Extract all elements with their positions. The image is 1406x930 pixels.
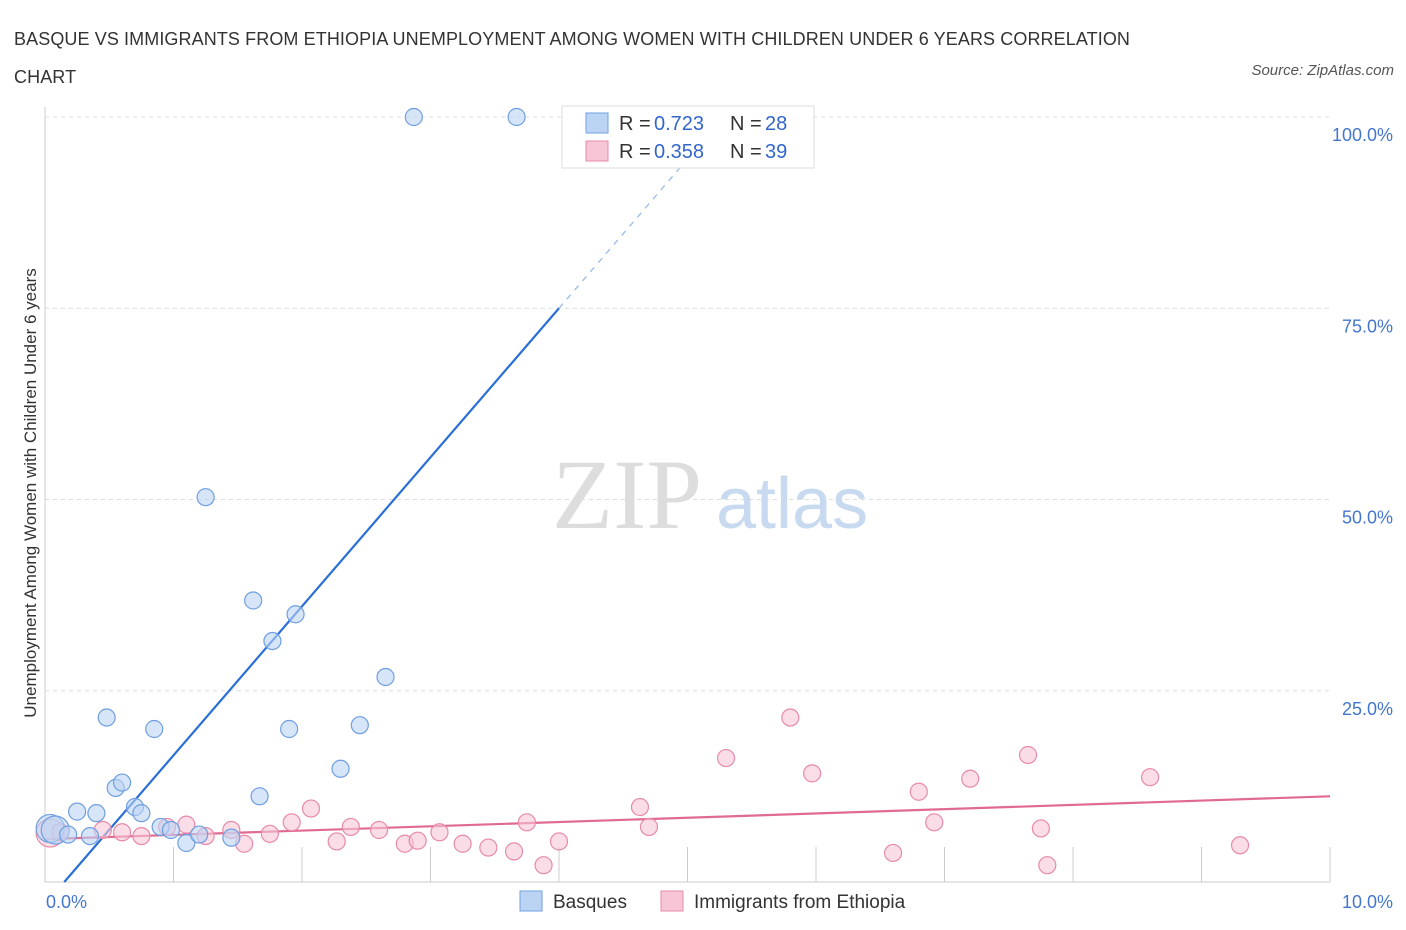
data-points <box>35 107 1250 875</box>
axes <box>44 107 1331 883</box>
ethiopia-point <box>639 817 659 837</box>
series-swatch-ethiopia <box>660 890 684 912</box>
basques-point <box>376 667 395 687</box>
y-tick-label: 100.0% <box>1332 125 1393 145</box>
legend-n-label-basques: N = <box>730 113 762 135</box>
basques-point <box>112 773 132 792</box>
legend-n-value-basques: 28 <box>765 113 787 135</box>
ethiopia-point <box>1230 836 1250 855</box>
ethiopia-point <box>925 813 944 832</box>
chart-title: BASQUE VS IMMIGRANTS FROM ETHIOPIA UNEMP… <box>14 29 1131 87</box>
ethiopia-point <box>408 831 427 850</box>
ethiopia-point <box>1031 819 1050 838</box>
legend-r-label-ethiopia: R = <box>619 141 651 163</box>
ethiopia-point <box>781 708 800 727</box>
ethiopia-point <box>803 764 822 783</box>
ethiopia-point <box>430 823 449 842</box>
ethiopia-point <box>1018 745 1038 765</box>
legend-r-value-ethiopia: 0.358 <box>654 141 704 163</box>
series-label-ethiopia: Immigrants from Ethiopia <box>694 892 906 913</box>
basques-point <box>222 828 241 847</box>
ethiopia-point <box>370 820 389 840</box>
x-tick-label: 0.0% <box>46 892 87 912</box>
trend-line-basques <box>63 307 560 883</box>
legend-swatch-basques <box>585 112 609 134</box>
basques-point <box>263 631 282 651</box>
ethiopia-point <box>1038 856 1057 875</box>
basques-point <box>97 708 116 727</box>
legend-n-value-ethiopia: 39 <box>765 141 787 163</box>
ethiopia-point <box>260 824 279 843</box>
basques-point <box>59 825 78 844</box>
basques-point <box>350 716 369 735</box>
watermark: ZIP atlas <box>552 439 868 550</box>
x-tick-label: 10.0% <box>1342 892 1393 912</box>
basques-point <box>132 804 151 823</box>
basques-point <box>161 820 181 840</box>
basques-point <box>177 833 196 853</box>
series-swatch-basques <box>519 890 543 912</box>
basques-point <box>87 804 106 823</box>
basques-point <box>80 826 100 846</box>
trend-line-ethiopia <box>44 795 1331 841</box>
legend-r-label-basques: R = <box>619 113 651 135</box>
ethiopia-point <box>630 797 650 817</box>
gridlines <box>45 116 1330 692</box>
basques-point <box>331 759 350 778</box>
ethiopia-point <box>549 832 569 851</box>
watermark-atlas: atlas <box>716 464 868 544</box>
ethiopia-point <box>132 826 151 846</box>
y-tick-label: 75.0% <box>1342 316 1393 336</box>
legend-r-value-basques: 0.723 <box>654 113 704 135</box>
y-tick-label: 50.0% <box>1342 508 1393 528</box>
legend-swatch-ethiopia <box>585 140 609 162</box>
watermark-zip: ZIP <box>552 439 702 550</box>
basques-point <box>507 107 526 127</box>
ethiopia-point <box>301 799 321 818</box>
legend-n-label-ethiopia: N = <box>730 141 762 163</box>
ethiopia-point <box>517 813 536 832</box>
y-tick-label: 25.0% <box>1342 699 1393 719</box>
basques-point <box>145 719 164 739</box>
ethiopia-point <box>883 843 903 863</box>
correlation-legend: R = 0.723 N = 28 R = 0.358 N = 39 <box>561 105 815 169</box>
ethiopia-point <box>479 838 498 857</box>
ethiopia-point <box>909 782 928 801</box>
basques-point <box>190 825 209 844</box>
trend-lines <box>44 158 1331 883</box>
basques-point <box>244 591 263 610</box>
ethiopia-point <box>112 823 132 842</box>
basques-point <box>250 787 269 806</box>
ethiopia-point <box>1140 768 1160 787</box>
basques-point <box>68 802 87 821</box>
y-axis-label: Unemployment Among Women with Children U… <box>21 268 40 717</box>
series-label-basques: Basques <box>553 892 627 913</box>
ethiopia-point <box>504 842 524 861</box>
basques-point <box>286 605 305 624</box>
trend-line-basques-extension <box>558 158 688 309</box>
ethiopia-point <box>327 832 346 851</box>
chart-source: Source: ZipAtlas.com <box>1251 62 1394 79</box>
ethiopia-point <box>453 834 472 853</box>
ethiopia-point <box>961 769 980 788</box>
basques-point <box>280 719 299 739</box>
basques-point <box>404 107 423 127</box>
series-legend: Basques Immigrants from Ethiopia <box>519 890 906 913</box>
ethiopia-point <box>716 748 736 768</box>
basques-point <box>196 488 215 507</box>
tick-labels: 25.0% 50.0% 75.0% 100.0% 0.0% 10.0% <box>46 125 1393 912</box>
ethiopia-point <box>282 813 301 832</box>
ethiopia-point <box>341 817 360 837</box>
ethiopia-point <box>534 856 553 875</box>
